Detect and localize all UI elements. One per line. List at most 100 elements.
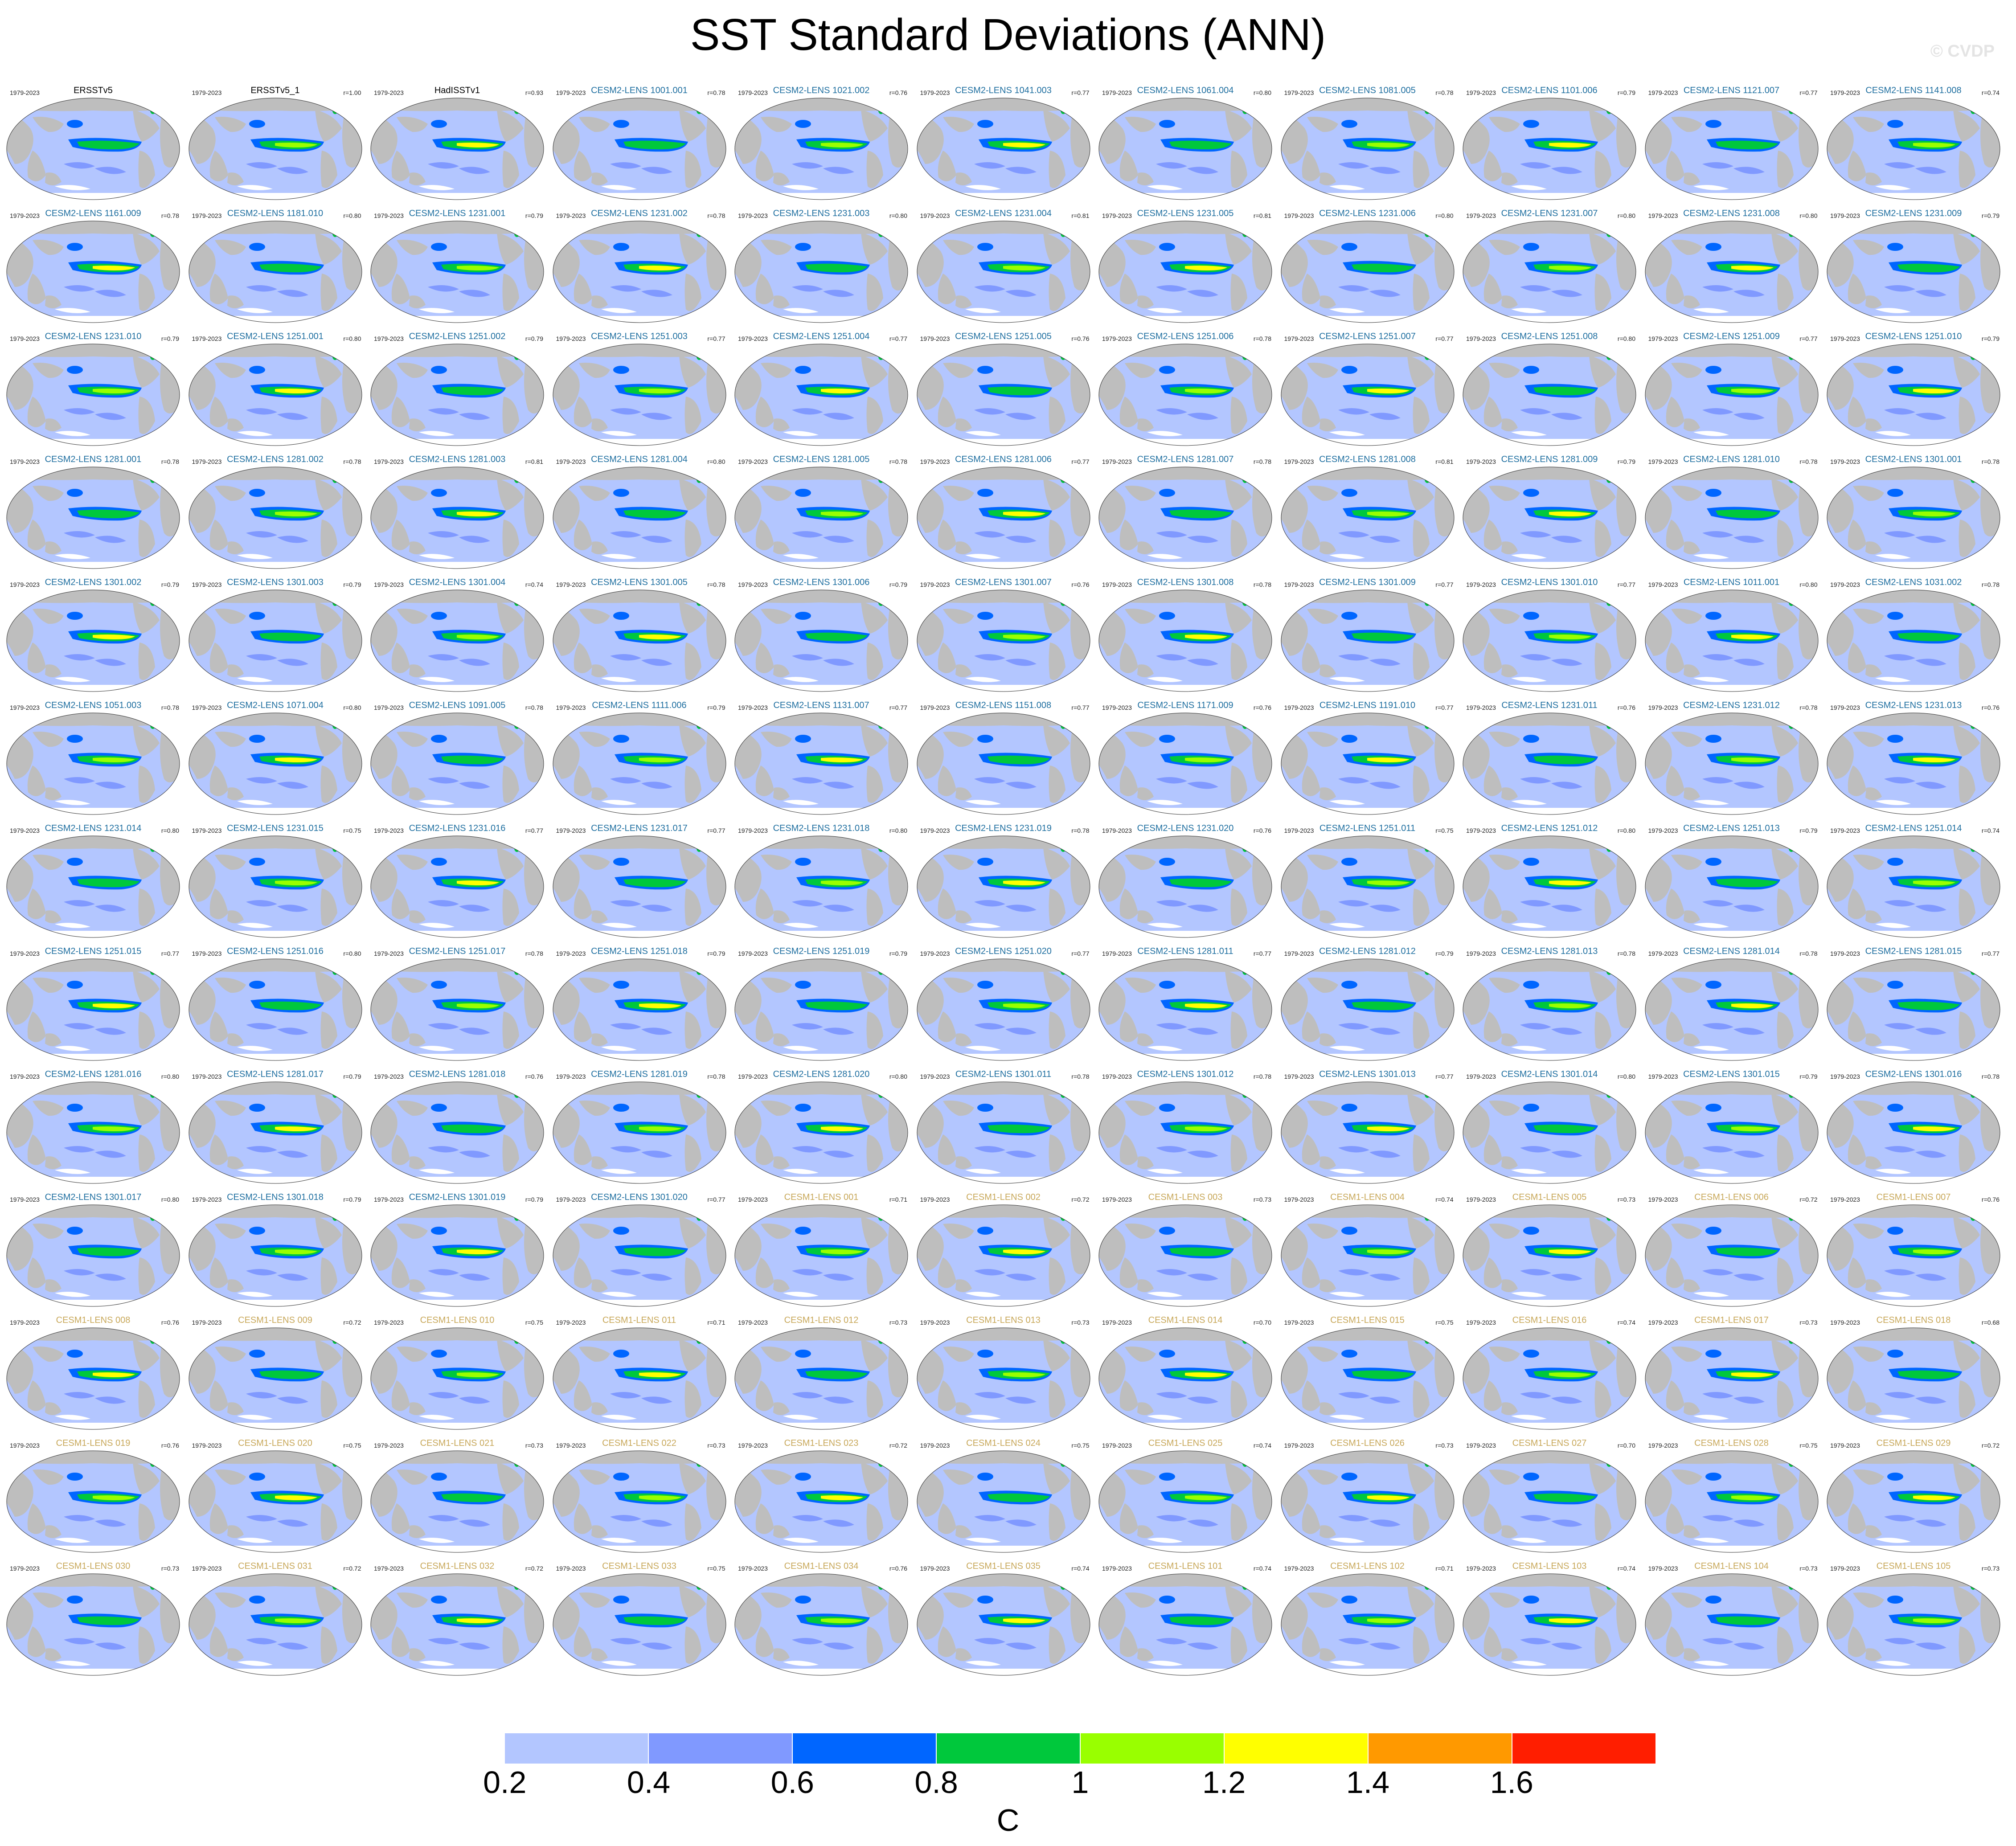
map-panel: 1979-2023 CESM2-LENS 1281.009 r=0.79 — [1460, 448, 1639, 569]
panel-title: CESM2-LENS 1281.015 — [1865, 946, 1962, 956]
map-panel: 1979-2023 CESM1-LENS 004 r=0.74 — [1278, 1186, 1457, 1307]
panel-title: CESM2-LENS 1251.010 — [1865, 332, 1962, 341]
map-panel: 1979-2023 CESM2-LENS 1251.020 r=0.77 — [914, 940, 1093, 1061]
panel-correlation: r=0.76 — [1617, 704, 1635, 711]
panel-correlation: r=0.77 — [1435, 704, 1454, 711]
colorbar-segment — [505, 1733, 649, 1764]
panel-title: CESM2-LENS 1301.016 — [1865, 1069, 1962, 1079]
panel-title: ERSSTv5 — [74, 86, 113, 95]
panel-correlation: r=0.75 — [525, 1319, 543, 1326]
panel-correlation: r=0.78 — [161, 458, 179, 465]
panel-period: 1979-2023 — [1830, 212, 1860, 219]
panel-correlation: r=0.73 — [1981, 1565, 2000, 1572]
panel-period: 1979-2023 — [1284, 89, 1314, 96]
panel-correlation: r=0.72 — [1799, 1196, 1818, 1203]
panel-title: CESM2-LENS 1141.008 — [1865, 86, 1962, 95]
panel-correlation: r=0.77 — [1071, 704, 1090, 711]
panel-title: CESM1-LENS 011 — [602, 1315, 676, 1325]
panel-period: 1979-2023 — [738, 212, 768, 219]
panel-period: 1979-2023 — [1102, 335, 1132, 342]
panel-correlation: r=0.75 — [343, 1442, 361, 1449]
panel-period: 1979-2023 — [556, 581, 586, 588]
map-panel: 1979-2023 CESM2-LENS 1231.009 r=0.79 — [1824, 202, 2003, 323]
panel-title: CESM1-LENS 002 — [966, 1192, 1041, 1202]
map-panel: 1979-2023 CESM2-LENS 1251.017 r=0.78 — [368, 940, 547, 1061]
panel-title: CESM1-LENS 004 — [1330, 1192, 1405, 1202]
panel-period: 1979-2023 — [556, 1442, 586, 1449]
panel-correlation: r=0.72 — [525, 1565, 543, 1572]
panel-period: 1979-2023 — [1466, 950, 1496, 957]
panel-period: 1979-2023 — [1102, 1073, 1132, 1080]
panel-correlation: r=0.73 — [1071, 1319, 1090, 1326]
panel-title: CESM1-LENS 024 — [966, 1438, 1041, 1448]
panel-correlation: r=0.80 — [1617, 1073, 1635, 1080]
map-panel: 1979-2023 CESM1-LENS 007 r=0.76 — [1824, 1186, 2003, 1307]
panel-correlation: r=0.73 — [889, 1319, 907, 1326]
panel-correlation: r=0.77 — [1253, 950, 1271, 957]
panel-period: 1979-2023 — [738, 950, 768, 957]
map-panel: 1979-2023 HadISSTv1 r=0.93 — [368, 79, 547, 200]
panel-correlation: r=0.81 — [1071, 212, 1090, 219]
panel-period: 1979-2023 — [1648, 1196, 1678, 1203]
colorbar-unit-label: C — [996, 1803, 1020, 1838]
panel-correlation: r=0.80 — [1799, 581, 1818, 588]
panel-title: CESM2-LENS 1281.019 — [591, 1069, 688, 1079]
panel-title: CESM2-LENS 1051.003 — [45, 700, 142, 710]
panel-correlation: r=0.77 — [1981, 950, 2000, 957]
panel-correlation: r=0.77 — [707, 827, 725, 834]
panel-correlation: r=0.76 — [889, 89, 907, 96]
panel-title: CESM2-LENS 1281.003 — [409, 454, 506, 464]
panel-period: 1979-2023 — [1102, 212, 1132, 219]
panel-correlation: r=0.79 — [343, 581, 361, 588]
panel-title: CESM2-LENS 1001.001 — [591, 86, 688, 95]
map-panel: 1979-2023 CESM2-LENS 1281.007 r=0.78 — [1096, 448, 1275, 569]
panel-correlation: r=0.81 — [1435, 458, 1454, 465]
panel-correlation: r=0.80 — [1617, 335, 1635, 342]
panel-title: CESM2-LENS 1061.004 — [1137, 86, 1234, 95]
panel-period: 1979-2023 — [10, 1442, 40, 1449]
map-panel: 1979-2023 CESM2-LENS 1051.003 r=0.78 — [4, 694, 183, 815]
panel-period: 1979-2023 — [556, 1565, 586, 1572]
panel-correlation: r=0.73 — [1253, 1196, 1271, 1203]
panel-correlation: r=0.79 — [525, 212, 543, 219]
panel-correlation: r=0.78 — [343, 458, 361, 465]
panel-correlation: r=0.77 — [1071, 950, 1090, 957]
panel-correlation: r=0.78 — [1253, 1073, 1271, 1080]
panel-period: 1979-2023 — [1102, 1319, 1132, 1326]
panel-correlation: r=0.73 — [1435, 1442, 1454, 1449]
panel-correlation: r=0.80 — [1617, 827, 1635, 834]
map-panel: 1979-2023 CESM2-LENS 1301.014 r=0.80 — [1460, 1063, 1639, 1184]
panel-title: CESM2-LENS 1281.005 — [773, 454, 870, 464]
map-panel: 1979-2023 CESM2-LENS 1301.018 r=0.79 — [186, 1186, 365, 1307]
panel-period: 1979-2023 — [1102, 704, 1132, 711]
panel-period: 1979-2023 — [1284, 335, 1314, 342]
panel-correlation: r=0.80 — [343, 212, 361, 219]
panel-period: 1979-2023 — [1466, 89, 1496, 96]
panel-correlation: r=0.79 — [525, 335, 543, 342]
panel-period: 1979-2023 — [1830, 581, 1860, 588]
panel-period: 1979-2023 — [192, 581, 222, 588]
panel-period: 1979-2023 — [738, 1073, 768, 1080]
panel-period: 1979-2023 — [192, 1196, 222, 1203]
map-panel: 1979-2023 CESM1-LENS 101 r=0.74 — [1096, 1555, 1275, 1676]
panel-grid: 1979-2023 ERSSTv5 1979-2023 ERSSTv5_1 r=1.0… — [4, 79, 2003, 1676]
panel-title: CESM2-LENS 1251.019 — [773, 946, 870, 956]
map-panel: 1979-2023 CESM1-LENS 009 r=0.72 — [186, 1309, 365, 1430]
panel-title: CESM1-LENS 005 — [1512, 1192, 1587, 1202]
panel-title: CESM1-LENS 018 — [1876, 1315, 1951, 1325]
map-panel: 1979-2023 CESM2-LENS 1301.002 r=0.79 — [4, 571, 183, 692]
panel-title: CESM2-LENS 1281.018 — [409, 1069, 506, 1079]
panel-period: 1979-2023 — [1830, 1319, 1860, 1326]
panel-period: 1979-2023 — [738, 1442, 768, 1449]
panel-title: CESM2-LENS 1191.010 — [1319, 700, 1416, 710]
map-panel: 1979-2023 CESM2-LENS 1281.017 r=0.79 — [186, 1063, 365, 1184]
panel-correlation: r=0.77 — [1071, 458, 1090, 465]
panel-title: CESM2-LENS 1281.011 — [1137, 946, 1233, 956]
colorbar-segment — [1369, 1733, 1512, 1764]
panel-period: 1979-2023 — [1284, 827, 1314, 834]
map-panel: 1979-2023 CESM1-LENS 035 r=0.74 — [914, 1555, 1093, 1676]
panel-title: CESM1-LENS 021 — [420, 1438, 495, 1448]
map-panel: 1979-2023 CESM2-LENS 1301.008 r=0.78 — [1096, 571, 1275, 692]
map-panel: 1979-2023 CESM2-LENS 1231.008 r=0.80 — [1642, 202, 1821, 323]
map-panel: 1979-2023 CESM2-LENS 1231.003 r=0.80 — [732, 202, 911, 323]
